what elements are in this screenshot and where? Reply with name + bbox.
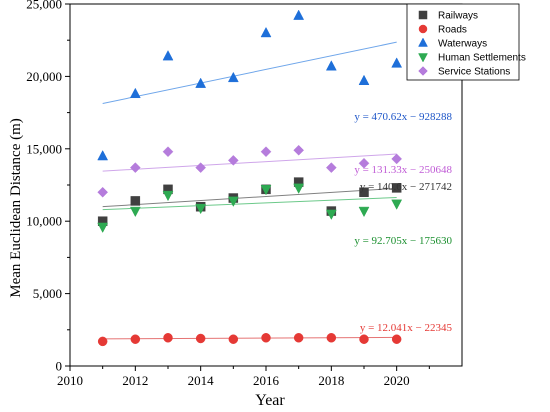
trend-equation: y = 470.62x − 928288 [354,111,452,123]
data-point [418,53,428,63]
trend-equation: y = 92.705x − 175630 [354,235,452,247]
data-point [129,206,141,218]
y-tick-label: 0 [56,359,63,374]
data-point [162,190,174,202]
legend-label: Waterways [438,39,487,50]
data-point [227,196,239,207]
data-point [195,77,207,88]
data-point [162,50,174,61]
legend-label: Roads [438,25,467,36]
data-point [129,162,141,173]
x-tick-label: 2018 [318,373,344,388]
axis-ticks: 2010 2012 2014 2016 2018 2020 0 5,000 10,000 15,0… [26,0,430,388]
data-point [325,60,337,71]
y-tick-label: 10,000 [26,214,62,229]
axis-labels: Year Mean Euclidean Distance (m) [8,118,285,409]
data-point [391,57,403,68]
data-point [228,334,239,344]
y-tick-label: 20,000 [26,69,62,84]
trend-equation: y = 140.6x − 271742 [360,181,452,193]
data-point [260,26,272,38]
data-point [418,66,428,76]
data-point [418,10,428,20]
trend-line [102,336,397,340]
data-point [391,199,403,210]
data-point [163,333,173,343]
legend-label: Service Stations [438,67,510,78]
data-point [359,187,369,197]
data-point [130,196,141,206]
trend-line [102,197,397,211]
data-point [326,333,337,343]
x-tick-label: 2020 [384,373,410,388]
data-point [391,153,403,165]
y-tick-label: 5,000 [33,286,62,301]
data-point [97,222,109,234]
y-axis-title: Mean Euclidean Distance (m) [8,118,24,298]
trend-line [102,41,397,104]
data-point [325,209,337,220]
data-markers [97,9,403,347]
data-point [97,186,109,198]
x-axis-title: Year [255,392,285,409]
data-point [195,203,207,215]
trend-equation: y = 131.33x − 250648 [354,164,452,176]
x-tick-label: 2016 [253,373,280,388]
data-point [293,333,304,343]
trend-line [102,187,397,208]
data-point [97,150,109,161]
data-point [325,162,337,173]
data-point [293,9,305,20]
data-point [358,157,370,169]
data-point [260,146,272,158]
data-point [195,162,207,173]
legend-label: Human Settlements [438,53,526,64]
x-tick-label: 2010 [57,373,83,388]
data-point [130,334,141,344]
data-point [162,146,174,158]
trend-equations: y = 140.6x − 271742 y = 12.041x − 22345 y … [354,111,452,334]
data-point [97,336,108,347]
data-point [293,183,305,194]
data-point [227,155,239,166]
y-tick-label: 25,000 [26,0,62,12]
trend-equation: y = 12.041x − 22345 [360,322,453,334]
x-tick-label: 2014 [188,373,215,388]
data-point [195,333,206,344]
data-point [129,87,141,99]
trend-lines [102,41,397,340]
x-tick-label: 2012 [122,373,148,388]
trend-line [102,153,397,172]
data-point [261,333,271,343]
data-point [260,185,272,196]
data-point [227,71,239,83]
y-tick-label: 15,000 [26,141,62,156]
data-point [358,206,370,218]
data-point [418,37,428,47]
data-point [293,144,305,156]
data-point [358,74,370,85]
legend: Railways Roads Waterways Human Settlements S… [406,3,526,81]
data-point [391,183,402,193]
legend-label: Railways [438,11,478,22]
data-point [391,334,402,344]
data-point [418,24,428,34]
data-point [359,334,369,344]
